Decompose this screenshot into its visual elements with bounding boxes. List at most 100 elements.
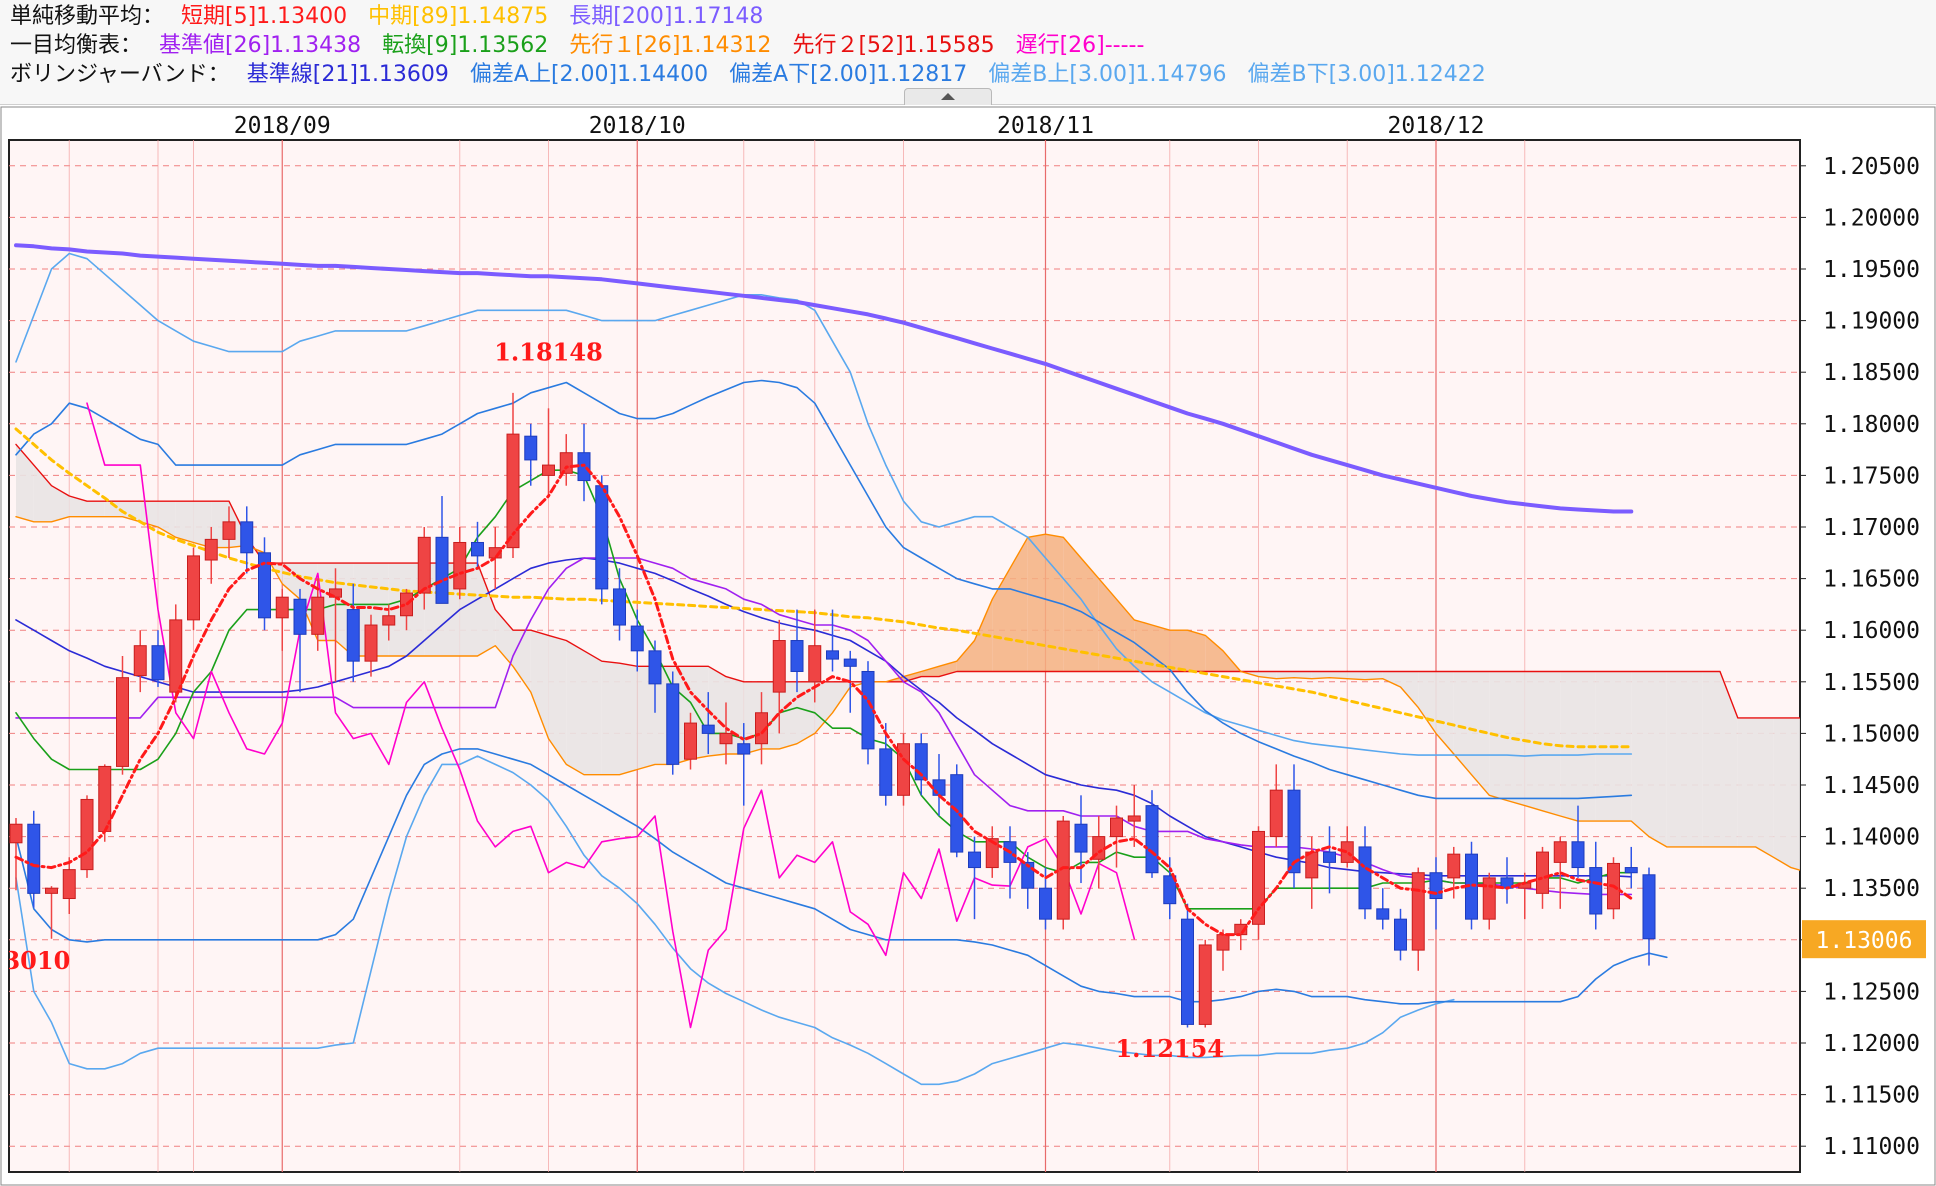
chikou-span-line <box>86 402 1136 1029</box>
y-tick-label: 1.11000 <box>1823 1134 1920 1160</box>
candle-body-down <box>1039 887 1052 920</box>
y-tick-label: 1.15500 <box>1823 670 1920 696</box>
bb-lower-3sigma-line <box>15 755 1455 1086</box>
legend-sma-title: 単純移動平均： <box>10 4 165 29</box>
ichimoku-cloud-segment <box>601 661 620 775</box>
ichimoku-cloud-segment <box>477 563 496 656</box>
candle-body-up <box>772 640 786 693</box>
candle-body-up <box>382 615 396 626</box>
candle-body-down <box>826 650 839 660</box>
legend-bb-mid: 基準線[21]1.13609 <box>246 62 449 87</box>
y-tick-label: 1.11500 <box>1823 1083 1920 1109</box>
ichimoku-cloud-segment <box>158 501 176 538</box>
legend-ichimoku-title: 一目均衡表： <box>10 33 143 58</box>
ichimoku-cloud-segment <box>1081 558 1099 672</box>
y-tick-label: 1.14000 <box>1823 825 1920 851</box>
ichimoku-cloud-segment <box>87 501 105 517</box>
ichimoku-cloud-segment <box>1755 717 1774 858</box>
candle-body-down <box>950 774 964 853</box>
candle-body-up <box>1482 877 1496 920</box>
ichimoku-cloud-segment <box>104 501 123 517</box>
candle-body-up <box>985 838 999 869</box>
y-tick-label: 1.15000 <box>1823 721 1920 747</box>
ichimoku-cloud-segment <box>1134 619 1152 672</box>
candle-body-up <box>453 541 467 590</box>
ichimoku-cloud-segment <box>1329 671 1348 679</box>
candle-body-down <box>1624 867 1638 874</box>
ichimoku-cloud-segment <box>1737 717 1756 847</box>
ichimoku-cloud-segment <box>51 485 70 522</box>
candle-body-down <box>1589 867 1603 915</box>
candle-body-up <box>559 452 573 474</box>
sma-short-line <box>14 463 1633 937</box>
y-tick-label: 1.12000 <box>1823 1031 1920 1057</box>
ichimoku-cloud-segment <box>1365 671 1383 680</box>
ichimoku-cloud-segment <box>1702 671 1720 847</box>
candle-body-down <box>1571 841 1585 869</box>
ichimoku-cloud-segment <box>1098 578 1117 672</box>
legend-kijun: 基準値[26]1.13438 <box>159 33 362 58</box>
candle-body-up <box>1553 841 1567 863</box>
candle-body-down <box>471 541 484 557</box>
legend-sma-mid: 中期[89]1.14875 <box>368 4 549 29</box>
candle-body-up <box>1216 934 1230 951</box>
legend-bb-upper-a: 偏差A上[2.00]1.14400 <box>469 62 709 87</box>
candle-body-down <box>666 683 680 765</box>
ichimoku-cloud-segment <box>566 640 584 775</box>
ichimoku-cloud-segment <box>16 444 34 522</box>
legend-bb-lower-b: 偏差B下[3.00]1.12422 <box>1247 62 1486 87</box>
ichimoku-cloud-segment <box>1666 671 1685 847</box>
sma-mid-line <box>14 427 1633 749</box>
candle-body-down <box>737 743 751 755</box>
ichimoku-cloud-segment <box>1453 671 1472 775</box>
ichimoku-cloud-segment <box>1311 671 1330 679</box>
candle-body-down <box>1145 805 1159 874</box>
candle-body-up <box>275 596 289 619</box>
x-tick-label: 2018/10 <box>589 113 686 139</box>
bb-lower-2sigma-line <box>15 748 1668 1005</box>
candle-body-up <box>488 547 502 559</box>
candle-body-up <box>169 619 183 693</box>
legend-senkou1: 先行１[26]1.14312 <box>569 33 772 58</box>
candle-body-up <box>1340 841 1354 863</box>
y-tick-label: 1.18500 <box>1823 360 1920 386</box>
candle-body-down <box>1394 918 1407 951</box>
legend-row-sma: 単純移動平均： 短期[5]1.13400 中期[89]1.14875 長期[20… <box>10 2 777 32</box>
x-tick-label: 2018/09 <box>234 113 331 139</box>
candle-body-down <box>613 588 626 626</box>
current-price-value: 1.13006 <box>1816 928 1913 954</box>
legend-collapse-button[interactable] <box>904 88 992 105</box>
bb-upper-2sigma-line <box>15 379 1633 800</box>
candle-body-up <box>684 722 697 760</box>
y-tick-label: 1.12500 <box>1823 979 1920 1005</box>
candle-body-up <box>1269 789 1283 838</box>
ichimoku-cloud-segment <box>1276 671 1294 679</box>
ichimoku-cloud-segment <box>992 568 1010 672</box>
candle-body-up <box>80 798 94 871</box>
ichimoku-cloud-segment <box>1791 717 1800 871</box>
y-tick-label: 1.18000 <box>1823 412 1920 438</box>
legend-bb-upper-b: 偏差B上[3.00]1.14796 <box>988 62 1227 87</box>
candle-body-up <box>45 887 58 894</box>
legend-bb-lower-a: 偏差A下[2.00]1.12817 <box>729 62 968 87</box>
candle-body-down <box>27 823 41 894</box>
ichimoku-cloud-segment <box>797 681 815 744</box>
candle-body-down <box>1323 851 1336 863</box>
y-tick-label: 1.17000 <box>1823 515 1920 541</box>
x-tick-label: 2018/12 <box>1388 113 1485 139</box>
y-tick-label: 1.19000 <box>1823 309 1920 335</box>
ichimoku-cloud-segment <box>1187 630 1206 672</box>
price-extreme-label: 1.12154 <box>1115 1034 1224 1063</box>
ichimoku-cloud-segment <box>1684 671 1703 847</box>
candle-body-down <box>861 670 875 750</box>
legend-row-bollinger: ボリンジャーバンド： 基準線[21]1.13609 偏差A上[2.00]1.14… <box>10 60 1500 90</box>
ichimoku-cloud-segment <box>1382 671 1401 687</box>
ichimoku-cloud-segment <box>1649 671 1667 847</box>
candle-body-up <box>719 732 733 745</box>
legend-row-ichimoku: 一目均衡表： 基準値[26]1.13438 転換[9]1.13562 先行１[2… <box>10 31 1158 61</box>
y-tick-label: 1.20500 <box>1823 154 1920 180</box>
ichimoku-cloud-segment <box>619 663 638 775</box>
candle-body-down <box>648 650 662 685</box>
y-tick-label: 1.13500 <box>1823 876 1920 902</box>
senkou-span-2-line <box>15 443 1800 719</box>
